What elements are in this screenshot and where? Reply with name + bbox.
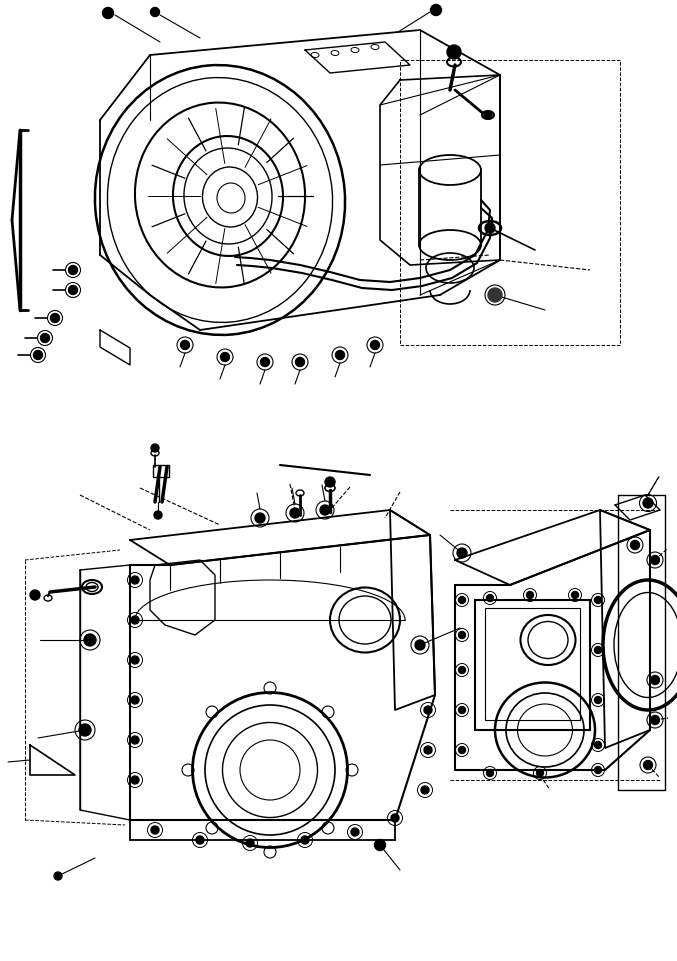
Circle shape bbox=[131, 656, 139, 664]
Circle shape bbox=[651, 555, 659, 564]
Bar bbox=[485, 608, 580, 720]
Ellipse shape bbox=[482, 111, 494, 119]
Bar bbox=[153, 465, 169, 477]
Circle shape bbox=[290, 508, 300, 518]
Circle shape bbox=[415, 640, 425, 650]
Circle shape bbox=[351, 828, 359, 836]
Circle shape bbox=[571, 592, 579, 599]
Circle shape bbox=[594, 697, 601, 703]
Circle shape bbox=[131, 736, 139, 744]
Circle shape bbox=[644, 760, 653, 770]
Bar bbox=[400, 60, 620, 345]
Circle shape bbox=[196, 836, 204, 844]
Circle shape bbox=[643, 498, 653, 508]
Circle shape bbox=[424, 706, 432, 714]
Circle shape bbox=[295, 357, 305, 366]
Circle shape bbox=[261, 357, 269, 366]
Circle shape bbox=[458, 631, 466, 638]
Circle shape bbox=[431, 5, 441, 15]
Circle shape bbox=[651, 676, 659, 684]
Circle shape bbox=[487, 595, 494, 602]
Circle shape bbox=[447, 45, 461, 59]
Circle shape bbox=[84, 634, 96, 646]
Circle shape bbox=[68, 265, 77, 275]
Circle shape bbox=[325, 477, 335, 487]
Circle shape bbox=[30, 590, 40, 600]
Circle shape bbox=[488, 288, 502, 302]
Circle shape bbox=[68, 285, 77, 294]
Circle shape bbox=[485, 223, 495, 233]
Circle shape bbox=[181, 340, 190, 350]
Circle shape bbox=[301, 836, 309, 844]
Circle shape bbox=[374, 840, 385, 850]
Circle shape bbox=[484, 111, 492, 119]
Circle shape bbox=[594, 742, 601, 749]
Circle shape bbox=[458, 706, 466, 713]
Circle shape bbox=[79, 724, 91, 736]
Circle shape bbox=[131, 616, 139, 624]
Circle shape bbox=[154, 511, 162, 519]
Circle shape bbox=[54, 872, 62, 880]
Circle shape bbox=[150, 8, 160, 16]
Circle shape bbox=[51, 313, 60, 323]
Circle shape bbox=[487, 770, 494, 776]
Circle shape bbox=[594, 597, 601, 604]
Circle shape bbox=[391, 814, 399, 822]
Circle shape bbox=[458, 747, 466, 753]
Circle shape bbox=[41, 333, 49, 342]
Circle shape bbox=[151, 444, 159, 452]
Circle shape bbox=[102, 8, 114, 18]
Circle shape bbox=[424, 746, 432, 754]
Circle shape bbox=[221, 353, 230, 361]
Circle shape bbox=[246, 839, 254, 847]
Circle shape bbox=[131, 776, 139, 784]
Circle shape bbox=[131, 576, 139, 584]
Circle shape bbox=[457, 548, 467, 558]
Circle shape bbox=[151, 826, 159, 834]
Circle shape bbox=[536, 770, 544, 776]
Circle shape bbox=[421, 786, 429, 794]
Circle shape bbox=[651, 716, 659, 725]
Circle shape bbox=[255, 513, 265, 523]
Circle shape bbox=[458, 597, 466, 604]
Circle shape bbox=[594, 647, 601, 653]
Circle shape bbox=[594, 767, 601, 774]
Circle shape bbox=[458, 667, 466, 674]
Circle shape bbox=[33, 351, 43, 359]
Circle shape bbox=[527, 592, 533, 599]
Bar bbox=[475, 600, 590, 730]
Circle shape bbox=[370, 340, 380, 350]
Circle shape bbox=[320, 505, 330, 515]
Circle shape bbox=[336, 351, 345, 359]
Circle shape bbox=[630, 540, 640, 550]
Circle shape bbox=[131, 696, 139, 704]
